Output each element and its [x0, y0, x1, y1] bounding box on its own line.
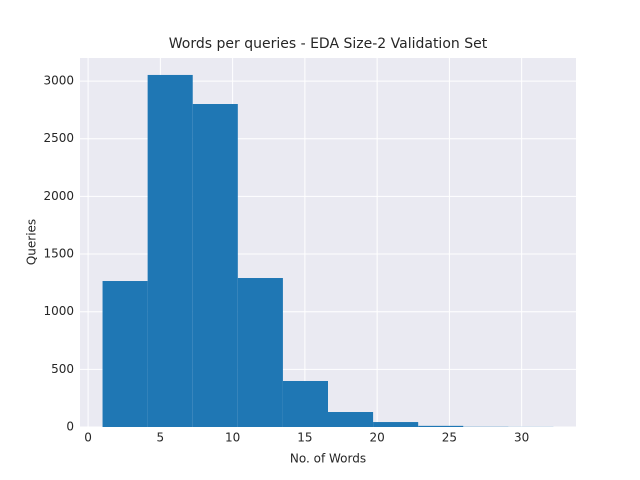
x-tick-label: 15: [297, 431, 312, 445]
y-tick-label: 3000: [43, 74, 74, 88]
bar: [373, 422, 419, 427]
x-tick-label: 20: [369, 431, 384, 445]
chart-title: Words per queries - EDA Size-2 Validatio…: [169, 36, 488, 52]
x-tick-label: 5: [157, 431, 165, 445]
y-tick-label: 0: [66, 420, 74, 434]
x-tick-label: 10: [225, 431, 240, 445]
bar: [102, 281, 148, 427]
y-tick-label: 500: [51, 362, 74, 376]
y-tick-label: 2500: [43, 131, 74, 145]
x-tick-label: 0: [84, 431, 92, 445]
y-tick-label: 1500: [43, 247, 74, 261]
x-axis-label: No. of Words: [290, 452, 366, 466]
y-tick-label: 2000: [43, 189, 74, 203]
bar: [328, 412, 374, 427]
bar: [147, 74, 193, 428]
y-tick-label: 1000: [43, 304, 74, 318]
x-tick-label: 25: [442, 431, 457, 445]
x-tick-label: 30: [514, 431, 529, 445]
bar: [237, 278, 283, 427]
y-axis-label: Queries: [25, 219, 39, 265]
bar: [418, 425, 464, 427]
bar: [192, 104, 238, 427]
bar: [282, 380, 328, 427]
